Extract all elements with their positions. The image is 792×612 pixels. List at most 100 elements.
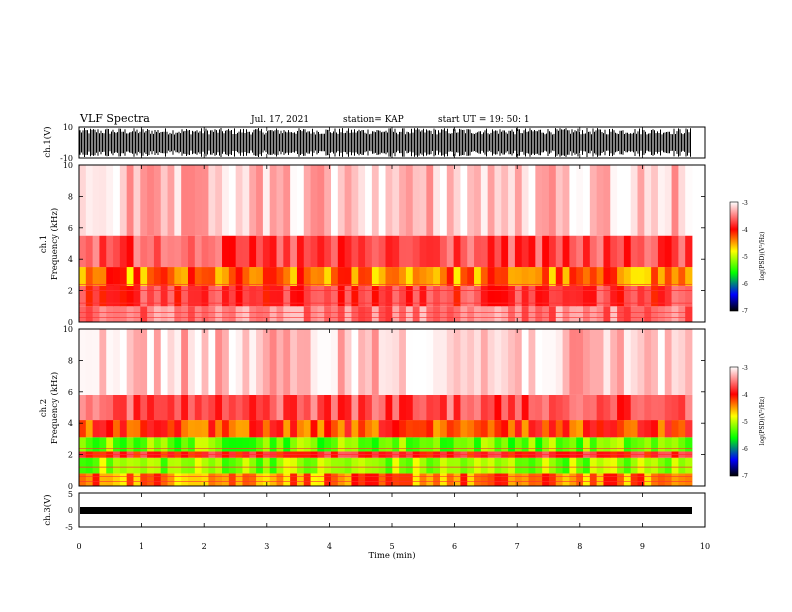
ch1-spectrogram-band-1-cell — [446, 285, 455, 307]
ch2-spectrogram-band-4-cell — [365, 420, 373, 438]
ch2-spectrogram-band-6-cell — [181, 329, 189, 395]
ch1-spectrogram-band-0-cell — [119, 306, 128, 322]
ch1-spectrogram-ytick-label: 2 — [68, 287, 73, 296]
ch2-spectrogram-band-6-cell — [262, 329, 271, 395]
ch1-spectrogram-band-0-cell — [208, 306, 216, 322]
ch2-spectrogram-band-1-cell — [337, 457, 346, 474]
ch1-spectrogram-band-2-cell — [623, 267, 632, 286]
ch1-spectrogram-band-0-cell — [392, 306, 400, 322]
ch1-spectrogram-band-0-cell — [555, 306, 563, 322]
ch1-spectrogram-band-1-cell — [160, 285, 168, 307]
ch2-spectrogram-band-0-cell — [147, 473, 155, 486]
ch2-spectrogram-band-3-cell — [514, 437, 523, 452]
ch1-spectrogram-band-0-cell — [358, 306, 366, 322]
ch1-spectrogram-band-4-cell — [535, 165, 543, 236]
ch2-spectrogram-band-0-cell — [439, 473, 448, 486]
ch2-spectrogram-band-5-cell — [399, 394, 407, 421]
ch1-spectrogram-band-1-cell — [678, 285, 686, 307]
ch2-spectrogram-band-3-cell — [262, 437, 271, 452]
ch2-spectrogram-band-1-cell — [460, 457, 468, 474]
ch2-spectrogram-band-5-cell — [92, 394, 100, 421]
ch1-spectrogram-band-2-cell — [474, 267, 482, 286]
ch2-spectrogram-band-3-cell — [562, 437, 570, 452]
ch1-spectrogram-band-1-cell — [174, 285, 182, 307]
ch1-spectrogram-band-1-cell — [235, 285, 243, 307]
ch2-spectrogram-band-1-cell — [174, 457, 182, 474]
ch2-spectrogram-band-5-cell — [678, 394, 686, 421]
time-axis-label: Time (min) — [368, 550, 415, 561]
ch1-spectrogram-band-4-cell — [467, 165, 475, 236]
ch1-spectrogram-band-2-cell — [378, 267, 386, 286]
ch1-spectrogram-band-0-cell — [201, 306, 209, 322]
ch2-spectrogram-band-1-cell — [290, 457, 298, 474]
ch2-spectrogram-band-6-cell — [528, 329, 536, 395]
ch2-spectrogram-band-4-cell — [412, 420, 420, 438]
ch1-spectrogram-band-3-cell — [474, 235, 482, 268]
ch1-spectrogram-band-4-cell — [412, 165, 420, 236]
ch1-spectrogram-band-0-cell — [494, 306, 502, 322]
ch1-spectrogram-band-2-cell — [92, 267, 100, 286]
ch2-spectrogram-band-4-cell — [174, 420, 182, 438]
ch2-spectrogram-band-4-cell — [514, 420, 523, 438]
ch2-spectrogram-band-0-cell — [331, 473, 339, 486]
ch1-spectrogram-band-4-cell — [446, 165, 455, 236]
time-tick-label: 2 — [202, 542, 207, 551]
ch1-ytick-top: 10 — [63, 123, 73, 132]
ch1-spectrogram-band-3-cell — [153, 235, 162, 268]
ch1-spectrogram-band-3-cell — [508, 235, 516, 268]
ch1-spectrogram-band-4-cell — [610, 165, 618, 236]
ch2-spectrogram-band-3-cell — [630, 437, 638, 452]
ch2-spectrogram-band-5-cell — [446, 394, 455, 421]
ch2-spectrogram-band-1-cell — [153, 457, 162, 474]
ch1-spectrogram-band-2-cell — [514, 267, 523, 286]
ch2-spectrogram-band-1-cell — [439, 457, 448, 474]
time-tick-label: 10 — [700, 542, 710, 551]
ch2-spectrogram-band-6-cell — [617, 329, 625, 395]
ch1-spectrogram-band-3-cell — [623, 235, 632, 268]
ch2-colorbar-gradient — [729, 366, 739, 477]
ch2-spectrogram-band-3-cell — [344, 437, 352, 452]
ch2-spectrogram-band-6-cell — [494, 329, 502, 395]
ch2-spectrogram-band-4-cell — [439, 420, 448, 438]
ch2-spectrogram-band-6-cell — [685, 329, 693, 395]
ch2-spectrogram-band-5-cell — [317, 394, 325, 421]
ch2-spectrogram-band-3-cell — [167, 437, 175, 452]
ch2-spectrogram-band-4-cell — [453, 420, 461, 438]
ch2-spectrogram-band-4-cell — [644, 420, 652, 438]
ch2-spectrogram-band-3-cell — [160, 437, 168, 452]
ch2-spectrogram-band-4-cell — [433, 420, 441, 438]
ch1-spectrogram-band-0-cell — [153, 306, 162, 322]
ch2-spectrogram-band-1-cell — [433, 457, 441, 474]
ch1-spectrogram-band-2-cell — [644, 267, 652, 286]
ch1-spectrogram-band-4-cell — [657, 165, 666, 236]
ch2-spectrogram-band-1-cell — [167, 457, 175, 474]
ch2-spectrogram-band-1-cell — [637, 457, 645, 474]
ch1-spectrogram-band-0-cell — [324, 306, 332, 322]
ch1-spectrogram-band-2-cell — [303, 267, 311, 286]
ch1-spectrogram-band-4-cell — [453, 165, 461, 236]
ch1-spectrogram-band-3-cell — [419, 235, 427, 268]
ch1-spectrogram-band-3-cell — [119, 235, 128, 268]
ch1-spectrogram-band-4-cell — [119, 165, 128, 236]
ch1-spectrogram-band-3-cell — [562, 235, 570, 268]
ch1-spectrogram-band-2-cell — [235, 267, 243, 286]
ch1-spectrogram-band-1-cell — [399, 285, 407, 307]
ch1-spectrogram-band-2-cell — [160, 267, 168, 286]
ch2-spectrogram-band-3-cell — [358, 437, 366, 452]
ch2-spectrogram-band-4-cell — [474, 420, 482, 438]
ch1-spectrogram-band-0-cell — [671, 306, 679, 322]
ch1-spectrogram-band-3-cell — [317, 235, 325, 268]
ch2-spectrogram-band-5-cell — [426, 394, 434, 421]
ch2-spectrogram-band-4-cell — [548, 420, 557, 438]
ch2-spectrogram-band-1-cell — [222, 457, 230, 474]
ch2-spectrogram-band-6-cell — [79, 329, 87, 395]
ch2-spectrogram-band-5-cell — [514, 394, 523, 421]
ch1-spectrogram-band-3-cell — [358, 235, 366, 268]
ch2-spectrogram-band-0-cell — [262, 473, 271, 486]
ch1-spectrogram-band-1-cell — [310, 285, 318, 307]
ch1-spectrogram-band-2-cell — [603, 267, 611, 286]
ch2-spectrogram-band-3-cell — [433, 437, 441, 452]
ch2-spectrogram-band-6-cell — [222, 329, 230, 395]
ch1-spectrogram-band-2-cell — [419, 267, 427, 286]
ch2-spectrogram-band-4-cell — [657, 420, 666, 438]
